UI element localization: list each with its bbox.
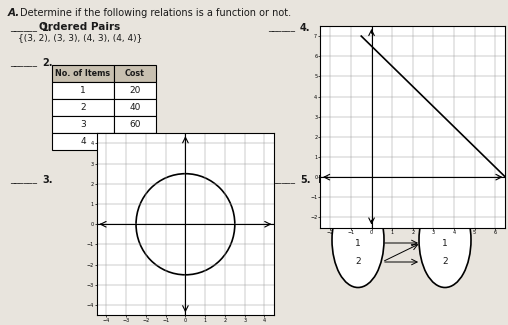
Bar bbox=[114, 82, 156, 99]
Text: 4.: 4. bbox=[300, 23, 310, 33]
Text: {(3, 2), (3, 3), (4, 3), (4, 4)}: {(3, 2), (3, 3), (4, 3), (4, 4)} bbox=[18, 33, 142, 42]
Text: b: b bbox=[355, 219, 361, 228]
Text: b: b bbox=[442, 219, 448, 228]
Text: a: a bbox=[355, 202, 361, 212]
Text: 1: 1 bbox=[355, 239, 361, 248]
Text: 2.: 2. bbox=[42, 58, 52, 68]
Text: 1: 1 bbox=[442, 239, 448, 248]
Bar bbox=[114, 116, 156, 133]
Text: ______: ______ bbox=[10, 58, 37, 67]
Text: Output: Output bbox=[426, 192, 464, 202]
Text: 3: 3 bbox=[80, 120, 86, 129]
Text: Input: Input bbox=[343, 192, 373, 202]
Ellipse shape bbox=[419, 192, 471, 288]
Bar bbox=[52, 133, 114, 150]
Bar bbox=[114, 99, 156, 116]
Bar bbox=[52, 65, 114, 82]
Text: ______: ______ bbox=[10, 175, 37, 184]
Text: 4: 4 bbox=[80, 137, 86, 146]
Text: Mapping Diagram: Mapping Diagram bbox=[318, 175, 423, 185]
Bar bbox=[114, 133, 156, 150]
Text: No. of Items: No. of Items bbox=[55, 69, 111, 78]
Bar bbox=[52, 116, 114, 133]
Text: A.: A. bbox=[8, 8, 20, 18]
Text: 1.: 1. bbox=[42, 23, 52, 33]
Text: 2: 2 bbox=[80, 103, 86, 112]
Text: a: a bbox=[442, 202, 448, 212]
Text: Cost: Cost bbox=[125, 69, 145, 78]
Text: 80: 80 bbox=[129, 137, 141, 146]
Text: 5.: 5. bbox=[300, 175, 310, 185]
Text: 2: 2 bbox=[355, 257, 361, 266]
Bar bbox=[52, 82, 114, 99]
Text: ______: ______ bbox=[10, 23, 37, 32]
Bar bbox=[114, 65, 156, 82]
Text: Determine if the following relations is a function or not.: Determine if the following relations is … bbox=[20, 8, 291, 18]
Text: Ordered Pairs: Ordered Pairs bbox=[40, 22, 120, 32]
Text: 60: 60 bbox=[129, 120, 141, 129]
Text: 2: 2 bbox=[442, 257, 448, 266]
Bar bbox=[52, 99, 114, 116]
Text: ______: ______ bbox=[268, 175, 295, 184]
Ellipse shape bbox=[332, 192, 384, 288]
Text: 3.: 3. bbox=[42, 175, 52, 185]
Text: 40: 40 bbox=[130, 103, 141, 112]
Text: ______: ______ bbox=[268, 23, 295, 32]
Text: 20: 20 bbox=[130, 86, 141, 95]
Text: 1: 1 bbox=[80, 86, 86, 95]
